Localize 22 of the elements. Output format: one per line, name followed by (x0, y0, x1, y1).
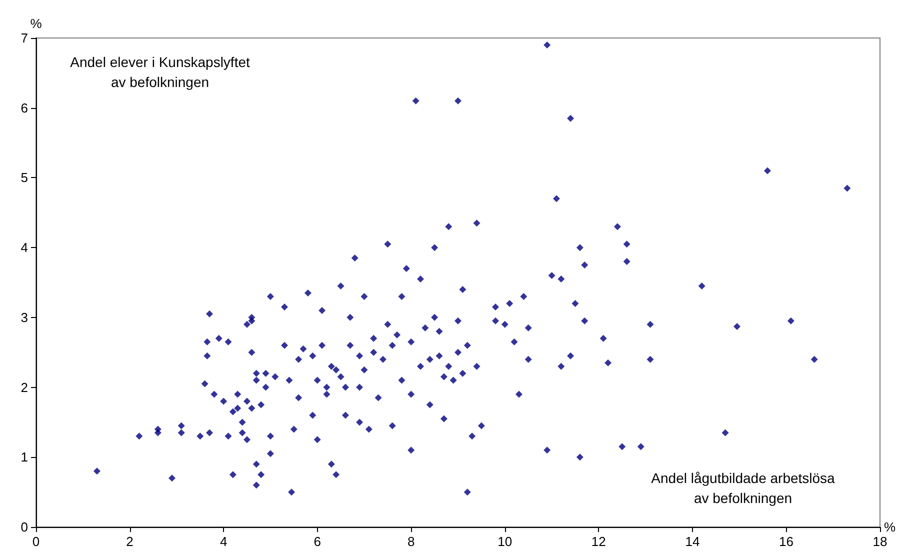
x-axis-title: % (884, 520, 896, 534)
y-tick-label: 6 (20, 100, 28, 116)
annotation: Andel elever i Kunskapslyftet av befolkningen (70, 54, 250, 90)
y-tick-label: 4 (20, 240, 28, 256)
x-tick-label: 6 (314, 534, 321, 549)
y-tick-label: 5 (20, 170, 28, 186)
y-axis-title: % (30, 16, 42, 31)
y-tick-label: 1 (20, 450, 28, 465)
x-tick-label: 0 (32, 534, 40, 549)
x-tick-label: 14 (685, 534, 700, 549)
y-tick-label: 2 (20, 380, 28, 395)
x-tick-label: 18 (872, 534, 888, 549)
x-tick-label: 4 (220, 534, 228, 549)
y-tick-label: 7 (20, 30, 28, 46)
y-tick-label: 3 (20, 310, 28, 325)
x-tick-label: 16 (778, 534, 794, 549)
x-tick-label: 8 (407, 534, 415, 549)
x-tick-label: 10 (498, 534, 512, 549)
annotation: Andel lågutbildade arbetslösa av befolkningen (651, 470, 836, 506)
y-tick-label: 0 (20, 520, 28, 534)
x-tick-label: 12 (591, 534, 606, 549)
x-tick-label: 2 (126, 534, 134, 549)
